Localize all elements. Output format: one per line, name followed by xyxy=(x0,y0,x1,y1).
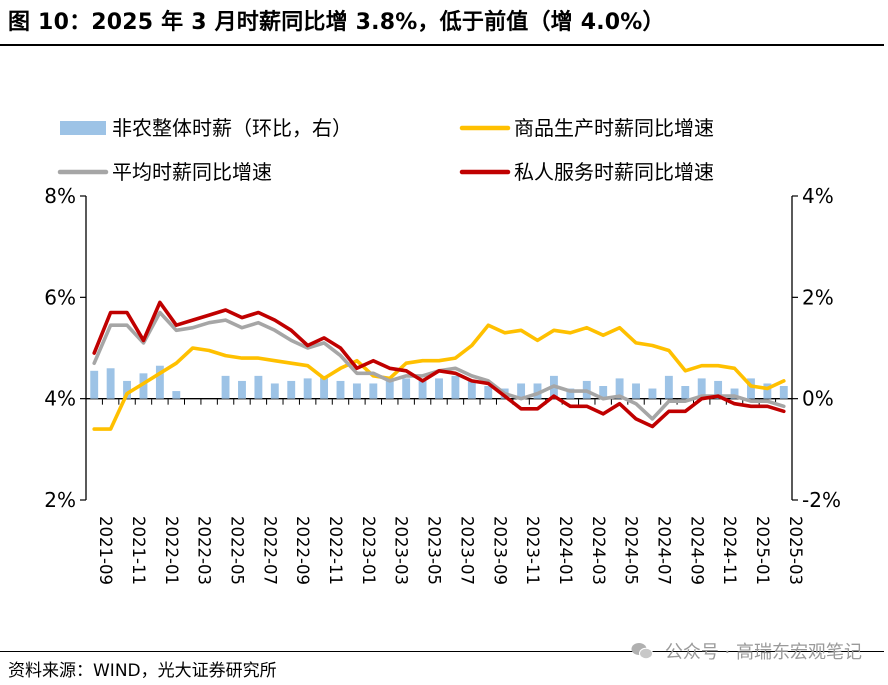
line-goods-producing xyxy=(92,323,786,431)
legend-average-hourly-label: 平均时薪同比增速 xyxy=(112,160,272,184)
bar-monthly-wage xyxy=(418,380,427,399)
bar-monthly-wage xyxy=(664,375,673,399)
watermark-text: 公众号 · 高瑞东宏观笔记 xyxy=(664,642,862,663)
right-y-tick-label: 2% xyxy=(802,285,834,309)
x-tick-label: 2024-07 xyxy=(654,516,673,585)
legend-monthly-wage-label: 非农整体时薪（环比，右） xyxy=(112,116,352,140)
bar-monthly-wage xyxy=(533,383,542,399)
right-y-tick-label: 4% xyxy=(802,184,834,208)
bar-monthly-wage xyxy=(599,386,608,399)
footer-divider xyxy=(0,651,884,652)
figure-title: 图 10：2025 年 3 月时薪同比增 3.8%，低于前值（增 4.0%） xyxy=(8,10,665,35)
bar-monthly-wage xyxy=(320,375,329,399)
bar-monthly-wage xyxy=(385,380,394,399)
x-tick-label: 2023-11 xyxy=(523,516,542,585)
x-tick-label: 2021-11 xyxy=(129,516,148,585)
x-tick-label: 2022-11 xyxy=(326,516,345,585)
bar-monthly-wage xyxy=(517,383,526,399)
bar-monthly-wage xyxy=(730,388,739,399)
wechat-icon xyxy=(631,643,653,660)
bar-monthly-wage xyxy=(632,383,640,399)
bar-monthly-wage xyxy=(681,386,690,399)
watermark: 公众号 · 高瑞东宏观笔记 xyxy=(631,638,862,664)
bar-monthly-wage xyxy=(697,378,706,399)
bar-monthly-wage xyxy=(303,378,312,399)
x-tick-label: 2022-03 xyxy=(195,516,214,585)
x-tick-label: 2024-09 xyxy=(687,516,706,585)
wage-growth-chart: 2% 4% 6% 8% -2% 0% 2% 4% 2021-09 2021-11 2022-01 20… xyxy=(44,116,841,585)
x-tick-label: 2022-09 xyxy=(293,516,312,585)
bar-monthly-wage xyxy=(566,388,575,399)
chart-axes: 2% 4% 6% 8% -2% 0% 2% 4% 2021-09 2021-11 2022-01 20… xyxy=(44,184,841,585)
left-y-tick-label: 4% xyxy=(44,387,76,411)
x-tick-label: 2022-05 xyxy=(228,516,247,585)
bar-monthly-wage xyxy=(90,370,99,399)
x-tick-label: 2021-09 xyxy=(96,516,115,585)
line-private-services xyxy=(92,300,786,429)
right-y-tick-label: 0% xyxy=(802,387,834,411)
legend-goods-producing-label: 商品生产时薪同比增速 xyxy=(514,116,714,140)
bar-monthly-wage xyxy=(155,365,164,399)
x-tick-label: 2022-07 xyxy=(260,516,279,585)
x-tick-label: 2024-05 xyxy=(622,516,641,585)
bar-monthly-wage xyxy=(123,380,131,399)
bar-monthly-wage xyxy=(369,383,378,399)
x-tick-label: 2024-11 xyxy=(720,516,739,585)
bar-monthly-wage xyxy=(615,378,624,399)
bar-monthly-wage xyxy=(287,380,296,399)
bar-monthly-wage xyxy=(336,380,345,399)
bar-monthly-wage xyxy=(714,380,723,399)
x-tick-label: 2024-03 xyxy=(589,516,608,585)
bar-monthly-wage xyxy=(172,391,181,399)
bar-monthly-wage xyxy=(254,375,263,399)
bar-monthly-wage xyxy=(467,380,476,399)
bar-monthly-wage xyxy=(139,373,148,399)
bar-monthly-wage xyxy=(352,383,361,399)
bar-monthly-wage xyxy=(238,380,246,399)
bar-monthly-wage xyxy=(779,386,788,399)
bar-monthly-wage xyxy=(763,383,772,399)
x-tick-label: 2023-05 xyxy=(425,516,444,585)
bar-monthly-wage xyxy=(106,368,115,399)
legend-private-services-label: 私人服务时薪同比增速 xyxy=(514,160,714,184)
title-divider xyxy=(0,44,884,46)
x-tick-label: 2025-01 xyxy=(753,516,772,585)
bar-monthly-wage xyxy=(747,378,755,399)
right-y-tick-label: -2% xyxy=(802,488,841,512)
x-tick-label: 2023-09 xyxy=(490,516,509,585)
left-y-tick-label: 8% xyxy=(44,184,76,208)
legend-monthly-wage-swatch xyxy=(60,121,106,135)
x-tick-label: 2024-01 xyxy=(556,516,575,585)
line-series-group xyxy=(92,300,786,431)
source-note: 资料来源：WIND，光大证券研究所 xyxy=(8,661,277,681)
x-tick-label: 2023-07 xyxy=(457,516,476,585)
x-tick-label: 2022-01 xyxy=(162,516,181,585)
bar-monthly-wage xyxy=(648,388,657,399)
bar-monthly-wage xyxy=(451,375,460,399)
left-y-tick-label: 6% xyxy=(44,285,76,309)
x-tick-label: 2023-03 xyxy=(392,516,411,585)
bar-monthly-wage xyxy=(484,386,493,399)
bar-monthly-wage xyxy=(435,378,443,399)
x-tick-label: 2023-01 xyxy=(359,516,378,585)
left-y-tick-label: 2% xyxy=(44,488,76,512)
bar-monthly-wage xyxy=(270,383,279,399)
bar-monthly-wage xyxy=(221,375,230,399)
x-tick-label: 2025-03 xyxy=(786,516,805,585)
bar-monthly-wage xyxy=(402,378,411,399)
